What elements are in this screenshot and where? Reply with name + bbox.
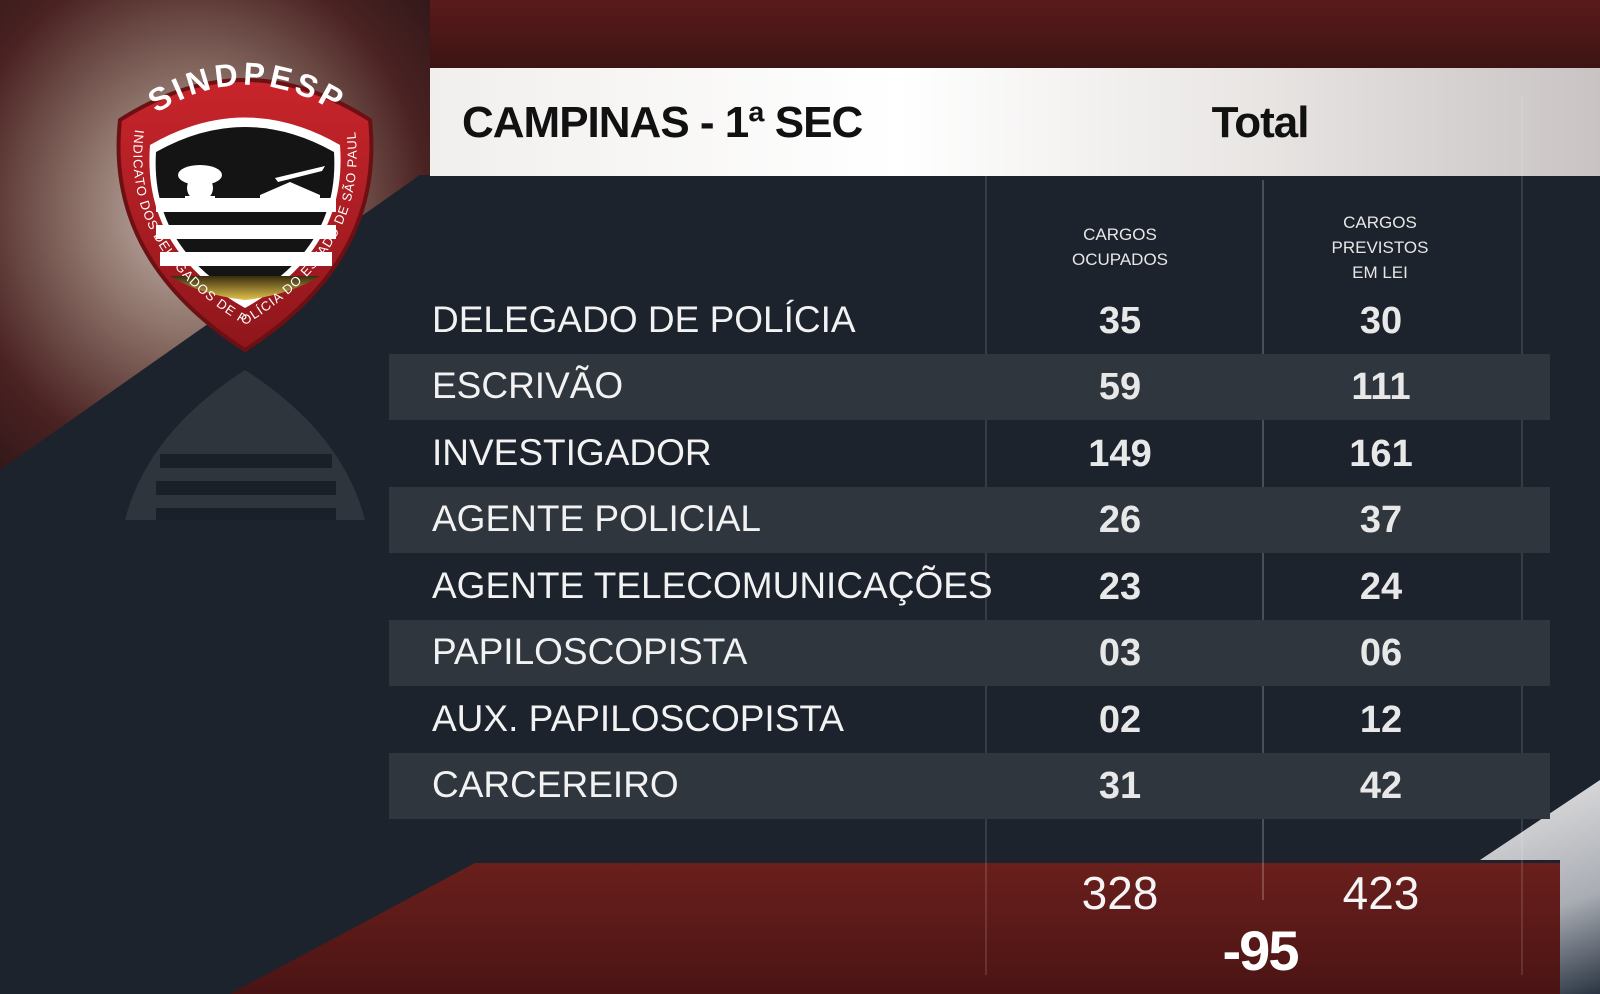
row-label: ESCRIVÃO bbox=[432, 365, 624, 406]
totals-band bbox=[230, 863, 1560, 994]
row-label: CARCEREIRO bbox=[432, 764, 679, 805]
row-occupied: 59 bbox=[1098, 366, 1142, 408]
table-row: AUX. PAPILOSCOPISTA 02 12 bbox=[389, 687, 1550, 753]
row-label: AUX. PAPILOSCOPISTA bbox=[432, 698, 844, 739]
table-row: ESCRIVÃO 59 111 bbox=[389, 354, 1550, 420]
row-label: AGENTE TELECOMUNICAÇÕES bbox=[432, 565, 993, 606]
row-planned: 37 bbox=[1359, 499, 1403, 541]
police-officer-icon bbox=[178, 165, 222, 201]
total-planned: 423 bbox=[1342, 867, 1420, 919]
row-planned: 24 bbox=[1359, 566, 1403, 608]
total-occupied: 328 bbox=[1081, 867, 1159, 919]
table-row: PAPILOSCOPISTA 03 06 bbox=[389, 620, 1550, 686]
row-planned: 06 bbox=[1359, 632, 1403, 674]
table-row: DELEGADO DE POLÍCIA 35 30 bbox=[389, 288, 1550, 354]
header-band bbox=[430, 68, 1600, 176]
total-header: Total bbox=[1211, 98, 1310, 147]
row-label: DELEGADO DE POLÍCIA bbox=[432, 299, 856, 340]
total-difference: -95 bbox=[1222, 919, 1300, 982]
row-occupied: 31 bbox=[1098, 765, 1142, 807]
row-planned: 30 bbox=[1359, 300, 1403, 342]
row-planned: 42 bbox=[1359, 765, 1403, 807]
row-planned: 111 bbox=[1351, 366, 1411, 408]
row-occupied: 02 bbox=[1098, 699, 1142, 741]
row-occupied: 23 bbox=[1098, 566, 1142, 608]
row-label: AGENTE POLICIAL bbox=[432, 498, 761, 539]
table-row: INVESTIGADOR 149 161 bbox=[389, 421, 1550, 487]
book-icon bbox=[260, 166, 325, 198]
column-header-planned: CARGOS PREVISTOS EM LEI bbox=[1331, 213, 1429, 282]
logo-reflection bbox=[118, 370, 372, 520]
row-label: PAPILOSCOPISTA bbox=[432, 631, 748, 672]
page-title: CAMPINAS - 1ª SEC bbox=[462, 98, 863, 147]
table-row: AGENTE POLICIAL 26 37 bbox=[389, 487, 1550, 553]
row-occupied: 35 bbox=[1098, 300, 1142, 342]
row-label: INVESTIGADOR bbox=[432, 432, 712, 473]
row-occupied: 03 bbox=[1098, 632, 1142, 674]
row-planned: 12 bbox=[1359, 699, 1403, 741]
row-occupied: 26 bbox=[1098, 499, 1142, 541]
column-header-occupied: CARGOS OCUPADOS bbox=[1071, 225, 1169, 269]
row-occupied: 149 bbox=[1088, 433, 1152, 475]
table-row: CARCEREIRO 31 42 bbox=[389, 753, 1550, 819]
row-planned: 161 bbox=[1349, 433, 1413, 475]
table-row: AGENTE TELECOMUNICAÇÕES 23 24 bbox=[389, 554, 1550, 620]
sindpesp-logo: SINDPESP SINDICATO DOS DELEGADOS DE POLÍ… bbox=[100, 50, 374, 353]
